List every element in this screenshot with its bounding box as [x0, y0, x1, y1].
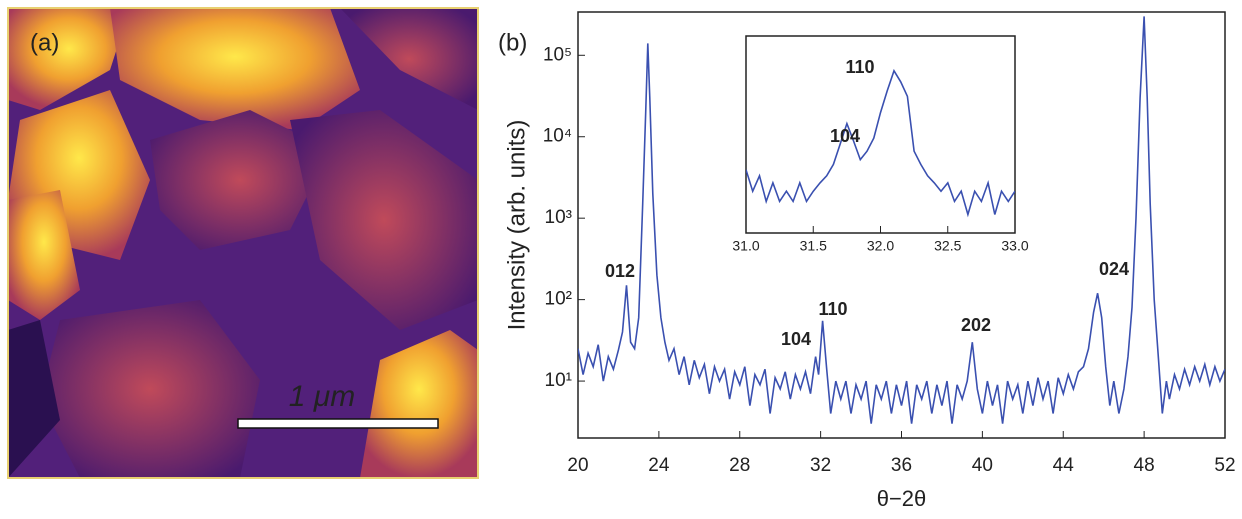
charts: 20 24 28 32 36 40 44 48 52 10¹ 10² 10³ 10⁴ 10⁵ 012 104 1…: [498, 11, 1236, 511]
peak-label: 104: [781, 329, 811, 349]
peak-label: 104: [830, 126, 860, 146]
peak-label: 110: [818, 299, 847, 319]
x-axis-label: θ−2θ: [877, 486, 927, 511]
x-tick-label: 24: [648, 455, 670, 476]
peak-label: 110: [845, 57, 874, 77]
y-tick-label: 10²: [545, 289, 572, 310]
x-tick-label: 31.0: [732, 238, 759, 254]
x-tick-label: 20: [567, 455, 588, 476]
x-tick-label: 36: [891, 455, 912, 476]
peak-label: 202: [961, 315, 991, 335]
scale-bar: [237, 418, 439, 429]
x-tick-label: 44: [1053, 455, 1075, 476]
peak-label: 024: [1099, 259, 1129, 279]
x-tick-label: 32.5: [934, 238, 961, 254]
x-tick-label: 40: [972, 455, 993, 476]
x-tick-label: 28: [729, 455, 750, 476]
x-tick-label: 32: [810, 455, 831, 476]
xrd-line: [746, 68, 1015, 218]
panel-label: (b): [498, 29, 527, 56]
y-tick-label: 10⁴: [543, 126, 572, 147]
y-tick-label: 10³: [545, 207, 572, 228]
image-border: [7, 7, 479, 479]
peak-label: 012: [605, 261, 635, 281]
y-axis-label: Intensity (arb. units): [503, 120, 530, 331]
y-tick-label: 10⁵: [543, 44, 572, 65]
panel-label: (a): [30, 29, 59, 56]
y-tick-label: 10¹: [545, 370, 572, 391]
x-tick-label: 52: [1214, 455, 1235, 476]
x-tick-label: 48: [1134, 455, 1155, 476]
scale-bar-label: 1 μm: [289, 380, 355, 413]
x-tick-label: 33.0: [1001, 238, 1028, 254]
plot-frame: [745, 35, 1016, 234]
afm-image: [8, 8, 478, 478]
x-tick-label: 32.0: [867, 238, 894, 254]
xrd-line: [578, 16, 1225, 424]
x-tick-label: 31.5: [800, 238, 827, 254]
